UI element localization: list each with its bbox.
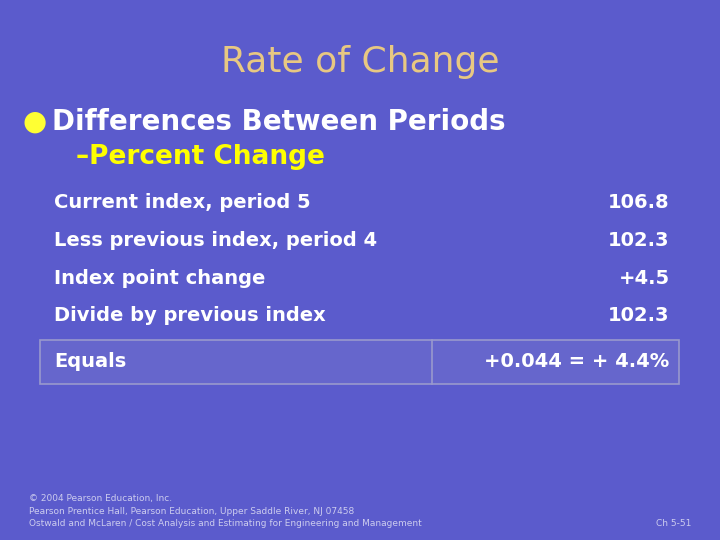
Text: Divide by previous index: Divide by previous index — [54, 306, 325, 326]
Text: Ch 5-51: Ch 5-51 — [656, 519, 691, 528]
Text: +0.044 = + 4.4%: +0.044 = + 4.4% — [485, 352, 670, 372]
Text: 106.8: 106.8 — [608, 193, 670, 212]
Text: ●: ● — [22, 107, 47, 136]
Text: 102.3: 102.3 — [608, 231, 670, 250]
Text: Current index, period 5: Current index, period 5 — [54, 193, 310, 212]
Text: 102.3: 102.3 — [608, 306, 670, 326]
Text: Equals: Equals — [54, 352, 126, 372]
Text: Index point change: Index point change — [54, 268, 266, 288]
Text: Less previous index, period 4: Less previous index, period 4 — [54, 231, 377, 250]
Text: Differences Between Periods: Differences Between Periods — [52, 107, 505, 136]
Text: +4.5: +4.5 — [618, 268, 670, 288]
FancyBboxPatch shape — [40, 340, 679, 384]
Text: © 2004 Pearson Education, Inc.
Pearson Prentice Hall, Pearson Education, Upper S: © 2004 Pearson Education, Inc. Pearson P… — [29, 494, 421, 528]
Text: Rate of Change: Rate of Change — [221, 45, 499, 79]
Text: –Percent Change: –Percent Change — [76, 144, 325, 170]
